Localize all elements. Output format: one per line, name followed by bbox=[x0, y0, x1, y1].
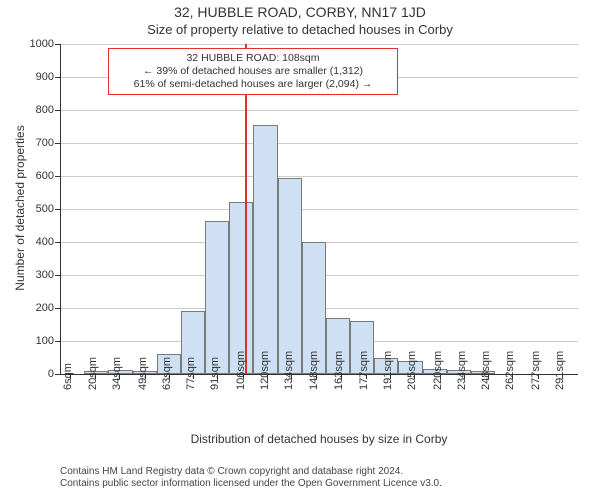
ytick-label: 800 bbox=[14, 105, 54, 116]
footer-line-2: Contains public sector information licen… bbox=[60, 478, 442, 490]
page-title: 32, HUBBLE ROAD, CORBY, NN17 1JD bbox=[0, 4, 600, 20]
x-axis-label: Distribution of detached houses by size … bbox=[60, 432, 578, 446]
ytick-label: 100 bbox=[14, 336, 54, 347]
annotation-line: ← 39% of detached houses are smaller (1,… bbox=[115, 65, 391, 78]
y-axis bbox=[60, 44, 61, 374]
chart-frame: 32, HUBBLE ROAD, CORBY, NN17 1JD Size of… bbox=[0, 0, 600, 500]
ytick-label: 900 bbox=[14, 72, 54, 83]
ytick-label: 400 bbox=[14, 237, 54, 248]
histogram-bar bbox=[229, 202, 253, 374]
footer-line-1: Contains HM Land Registry data © Crown c… bbox=[60, 466, 403, 478]
chart-subtitle: Size of property relative to detached ho… bbox=[0, 22, 600, 37]
gridline bbox=[60, 143, 578, 144]
histogram-bar bbox=[205, 221, 229, 374]
ytick-label: 600 bbox=[14, 171, 54, 182]
annotation-line: 61% of semi-detached houses are larger (… bbox=[115, 78, 391, 91]
gridline bbox=[60, 209, 578, 210]
ytick-label: 1000 bbox=[14, 39, 54, 50]
ytick-label: 700 bbox=[14, 138, 54, 149]
gridline bbox=[60, 44, 578, 45]
gridline bbox=[60, 176, 578, 177]
annotation-line: 32 HUBBLE ROAD: 108sqm bbox=[115, 52, 391, 65]
ytick-label: 500 bbox=[14, 204, 54, 215]
ytick-label: 200 bbox=[14, 303, 54, 314]
ytick-label: 0 bbox=[14, 369, 54, 380]
histogram-bar bbox=[253, 125, 277, 374]
histogram-bar bbox=[278, 178, 302, 374]
gridline bbox=[60, 110, 578, 111]
annotation-box: 32 HUBBLE ROAD: 108sqm← 39% of detached … bbox=[108, 48, 398, 95]
ytick-label: 300 bbox=[14, 270, 54, 281]
